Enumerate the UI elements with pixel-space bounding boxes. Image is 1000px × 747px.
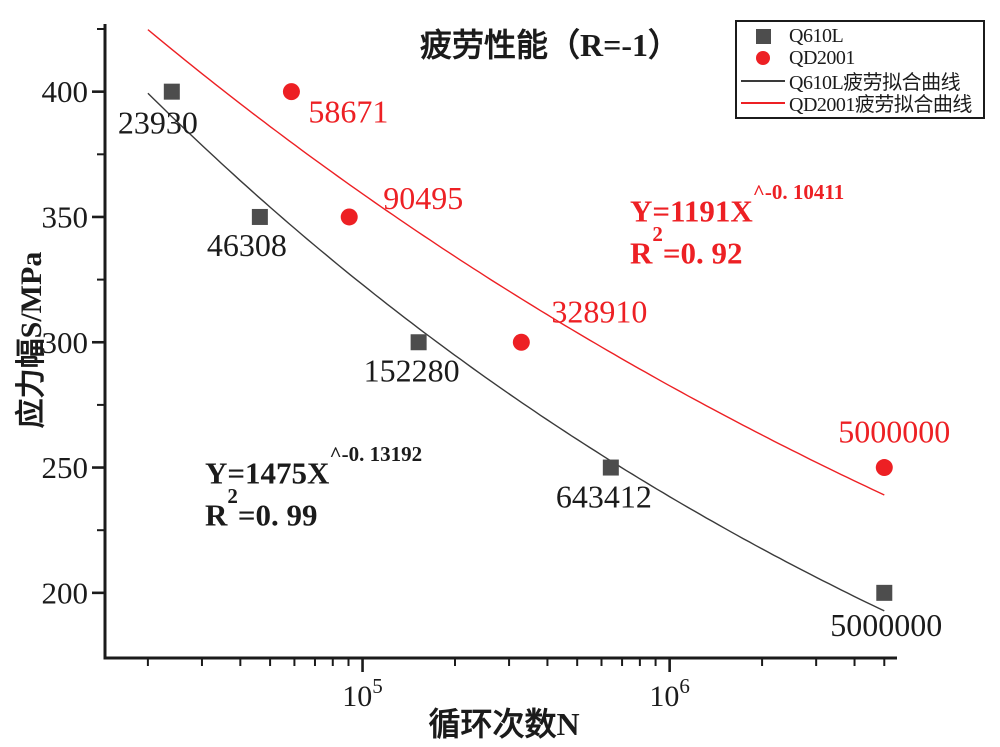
chart-title: 疲劳性能（R=-1） xyxy=(419,27,681,63)
x-tick-label: 106 xyxy=(649,674,690,713)
legend: Q610L QD2001 Q610L疲劳拟合曲线 QD2001疲劳拟合曲线 xyxy=(735,20,985,119)
axis-spines xyxy=(103,24,897,660)
x-axis-title: 循环次数N xyxy=(428,706,580,742)
equation-exponent: ^-0. 13192 xyxy=(329,442,423,466)
y-tick-label: 300 xyxy=(42,325,89,360)
fit-equation-qd2001: Y=1191X^-0. 10411 R2=0. 92 xyxy=(630,180,844,271)
y-tick-label: 400 xyxy=(42,74,89,109)
data-point-circle xyxy=(340,208,358,226)
fit-curve xyxy=(147,92,885,612)
legend-item: QD2001 xyxy=(737,47,983,69)
equation-base: Y=1191X xyxy=(630,193,753,229)
y-tick-label: 250 xyxy=(42,450,89,485)
y-axis-title: 应力幅S/MPa xyxy=(15,251,48,429)
legend-item-label: QD2001疲劳拟合曲线 xyxy=(789,94,972,117)
legend-item-label: Q610L疲劳拟合曲线 xyxy=(789,72,961,95)
data-point-square xyxy=(251,208,268,225)
legend-marker-shape xyxy=(741,101,785,104)
r-squared-line: R2=0. 92 xyxy=(630,222,844,271)
data-point-label: 5000000 xyxy=(830,607,942,643)
legend-marker-shape xyxy=(756,51,770,66)
data-point-square xyxy=(876,584,893,601)
legend-item: Q610L疲劳拟合曲线 xyxy=(737,70,983,94)
legend-item-label: Q610L xyxy=(789,24,844,47)
r2-base: R xyxy=(205,497,228,533)
r2-base: R xyxy=(630,235,653,271)
fit-equation-q610l: Y=1475X^-0. 13192 R2=0. 99 xyxy=(205,442,422,533)
legend-item-label: QD2001 xyxy=(789,46,855,69)
data-point-circle xyxy=(512,333,530,351)
data-point-label: 643412 xyxy=(556,479,652,515)
data-point-square xyxy=(163,83,180,100)
data-point-label: 5000000 xyxy=(838,414,950,450)
data-point-label: 328910 xyxy=(551,293,647,329)
legend-item: QD2001疲劳拟合曲线 xyxy=(737,92,983,116)
data-point-label: 58671 xyxy=(308,94,388,130)
legend-circle-marker-icon xyxy=(737,51,789,66)
data-point-circle xyxy=(875,459,893,477)
fit-curve xyxy=(147,29,885,496)
equation-line: Y=1475X^-0. 13192 xyxy=(205,442,422,491)
r-squared-line: R2=0. 99 xyxy=(205,484,422,533)
y-tick-label: 200 xyxy=(42,575,89,610)
equation-base: Y=1475X xyxy=(205,455,330,491)
data-point-square xyxy=(410,334,427,351)
r2-sup: 2 xyxy=(227,484,238,509)
r2-sup: 2 xyxy=(652,222,663,247)
r2-value: =0. 92 xyxy=(662,235,743,271)
r2-value: =0. 99 xyxy=(237,497,318,533)
legend-line-icon xyxy=(737,101,789,104)
data-point-label: 152280 xyxy=(364,352,460,388)
data-point-circle xyxy=(282,83,300,101)
legend-marker-shape xyxy=(741,79,785,82)
data-point-label: 46308 xyxy=(207,227,287,263)
legend-square-marker-icon xyxy=(737,28,789,44)
equation-exponent: ^-0. 10411 xyxy=(752,180,845,204)
legend-item: Q610L xyxy=(737,25,983,47)
legend-line-icon xyxy=(737,79,789,82)
data-point-label: 90495 xyxy=(383,180,463,216)
data-point-square xyxy=(602,459,619,476)
data-point-label: 23930 xyxy=(118,105,198,141)
equation-line: Y=1191X^-0. 10411 xyxy=(630,180,844,229)
x-tick-label: 105 xyxy=(342,674,383,713)
y-tick-label: 350 xyxy=(42,199,89,234)
legend-marker-shape xyxy=(755,28,771,44)
